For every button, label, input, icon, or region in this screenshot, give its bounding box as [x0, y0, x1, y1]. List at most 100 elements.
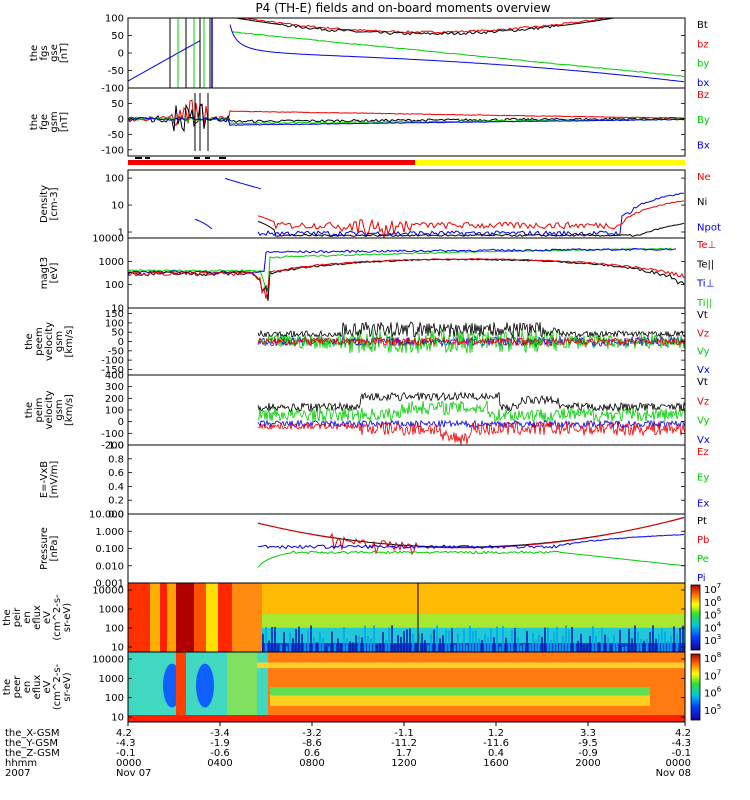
legend-pt: Pt: [697, 516, 707, 527]
y-tick-label: 100: [105, 14, 124, 25]
y-tick-label: 0: [118, 49, 124, 60]
y-title-line: gsm: [54, 399, 65, 420]
y-title-line: eflux: [32, 675, 43, 700]
legend-bz: Bz: [697, 90, 709, 101]
spec-column: [150, 583, 160, 652]
y-tick-label: 0.2: [108, 496, 124, 507]
x-value: 0.4: [488, 748, 504, 759]
y-tick-label: 10: [111, 201, 124, 212]
panel-frame: [127, 87, 686, 157]
legend-ez: Ez: [697, 447, 709, 458]
x-value: 4.2: [116, 728, 132, 739]
series-line: [257, 192, 684, 238]
x-value: 1200: [391, 758, 416, 769]
y-title-line: peir: [12, 607, 23, 627]
y-tick-label: 300: [105, 382, 124, 393]
y-tick-label: -50: [108, 346, 124, 357]
y-tick-label: 0.4: [108, 482, 124, 493]
y-tick-label: 1000: [99, 605, 124, 616]
colorbar-label: 108: [704, 651, 721, 665]
y-title-line: gsm: [54, 331, 65, 352]
y-tick-label: 100: [105, 406, 124, 417]
plot-area: [128, 308, 685, 375]
series-line: [128, 103, 685, 133]
status-tick: [194, 157, 200, 159]
y-tick-label: 100: [105, 624, 124, 635]
figure-title: P4 (TH-E) fields and on-board moments ov…: [255, 1, 550, 15]
y-tick-label: 10: [111, 713, 124, 724]
legend-vx: Vx: [697, 435, 710, 446]
legend-pb: Pb: [697, 535, 709, 546]
spec-column: [167, 583, 176, 652]
y-axis-title: the peer en eflux eV (cm^2-s-sr-eV): [2, 663, 73, 710]
y-tick-label: 0.001: [95, 579, 124, 590]
x-value: Nov 08: [656, 768, 691, 779]
series-line: [128, 258, 685, 299]
y-title-line: E=-VxB: [39, 461, 50, 498]
y-tick-label: 100: [105, 693, 124, 704]
x-row-label: the_Y-GSM: [5, 738, 58, 749]
y-title-line: fgs: [39, 45, 50, 60]
status-bar-yellow: [415, 160, 685, 165]
y-tick-label: 10: [111, 643, 124, 654]
legend-by: By: [697, 115, 710, 126]
y-title-line: [cm-3]: [49, 187, 60, 220]
panel-elec_spec: 108 107 106 105 10000 1000 100 10 the peer en eflux…: [2, 651, 722, 724]
x-value: -4.3: [671, 738, 691, 749]
y-tick-label: 1.0: [108, 441, 124, 452]
y-title-line: gsm: [49, 111, 60, 132]
legend-vz: Vz: [697, 396, 709, 407]
y-tick-label: 100: [105, 280, 124, 291]
y-tick-label: 50: [111, 328, 124, 339]
y-title-line: peim: [34, 397, 45, 422]
x-value: -4.3: [116, 738, 136, 749]
y-title-line: [nT]: [59, 43, 70, 63]
y-title-line: [mV/m]: [49, 461, 60, 499]
plot-area: [128, 652, 685, 722]
status-tick: [145, 157, 150, 159]
y-axis-title: Pressure [nPa]: [39, 527, 60, 570]
legend-ex: Ex: [697, 498, 709, 509]
y-title-line: Pressure: [39, 527, 50, 570]
x-value: -1.1: [394, 728, 414, 739]
y-title-line: velocity: [44, 322, 55, 361]
y-tick-label: 0: [118, 114, 124, 125]
y-title-line: en: [22, 611, 33, 624]
y-axis-title: the peim velocity gsm [km/s]: [24, 390, 75, 429]
x-value: 1600: [483, 758, 508, 769]
x-value: -3.2: [302, 728, 322, 739]
y-title-line: sr-eV): [62, 672, 73, 701]
y-tick-label: -200: [101, 441, 124, 452]
legend-bt: Bt: [697, 20, 708, 31]
panel-temperature: Te⊥ Te|| Ti⊥ Ti|| 10000 1000 100 10 magt3 [eV]: [39, 234, 716, 315]
series-line: [229, 24, 685, 83]
x-value: -11.2: [391, 738, 417, 749]
y-axis-title: the fgs gse [nT]: [29, 43, 70, 63]
y-title-line: peer: [12, 675, 23, 699]
legend-npot: Npot: [697, 222, 721, 233]
series-line: [257, 419, 685, 429]
y-axis-title: the peir en eflux eV (cm^2-s-sr-eV): [2, 594, 73, 641]
y-tick-label: 150: [105, 309, 124, 320]
x-value: -0.1: [116, 748, 136, 759]
x-value: 4.2: [675, 728, 691, 739]
panel-density: Ne Ni Npot 100 10 1 Density [cm-3]: [39, 169, 721, 239]
colorbar: [690, 653, 701, 721]
status-bar-red: [128, 160, 415, 165]
colorbar-label: 107: [704, 668, 721, 682]
y-tick-label: 0: [118, 337, 124, 348]
legend-pi: Pi: [697, 573, 706, 584]
series-line: [128, 116, 685, 126]
series-line: [231, 31, 685, 78]
status-bar: [128, 157, 685, 165]
y-title-line: eV: [42, 611, 53, 624]
y-tick-label: 100: [105, 174, 124, 185]
y-tick-label: 10000: [92, 586, 124, 597]
legend-bz: bz: [697, 39, 709, 50]
x-value: -0.6: [210, 748, 230, 759]
y-title-line: (cm^2-s-: [52, 594, 63, 641]
x-row-label: the_Z-GSM: [5, 748, 60, 759]
x-value: 0000: [116, 758, 141, 769]
legend-vz: Vz: [697, 328, 709, 339]
